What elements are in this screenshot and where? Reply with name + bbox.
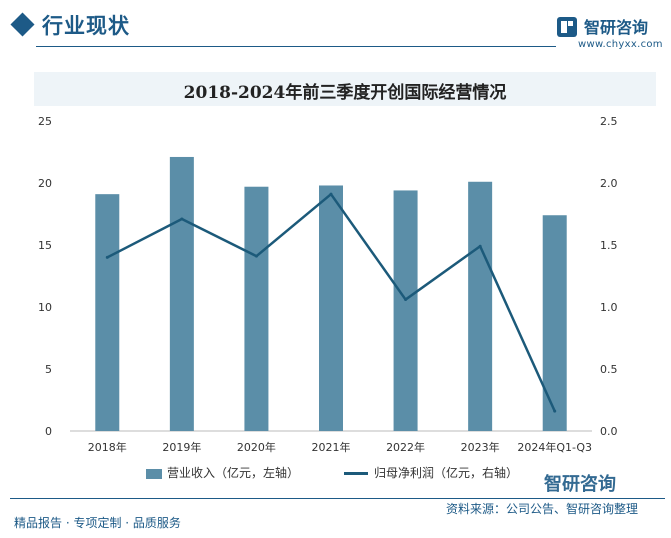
revenue-bar	[244, 186, 269, 431]
x-tick-label: 2021年	[312, 440, 351, 454]
x-tick-label: 2019年	[162, 440, 201, 454]
section-title: 行业现状	[42, 14, 130, 38]
y-right-tick-label: 2.5	[600, 115, 618, 128]
footer-tagline: 精品报告 · 专项定制 · 品质服务	[14, 516, 181, 530]
brand-name: 智研咨询	[584, 18, 649, 37]
revenue-bar	[393, 190, 418, 431]
brand-logo-icon	[557, 17, 577, 37]
revenue-bar	[319, 185, 343, 431]
y-right-tick-label: 1.5	[600, 239, 618, 252]
x-tick-label: 2023年	[461, 440, 500, 454]
net-profit-point	[105, 255, 109, 259]
legend-label-net-profit: 归母净利润（亿元，右轴）	[374, 466, 519, 480]
revenue-bar	[169, 156, 194, 431]
footer-source: 资料来源：公司公告、智研咨询整理	[446, 502, 639, 516]
revenue-bar	[468, 181, 493, 431]
brand-url: www.chyxx.com	[578, 39, 663, 50]
footer-brand: 智研咨询	[544, 474, 616, 495]
y-left-tick-label: 5	[45, 363, 52, 376]
net-profit-point	[254, 254, 258, 258]
header-divider	[36, 46, 556, 47]
y-right-tick-label: 0.0	[600, 425, 618, 438]
net-profit-point	[478, 244, 482, 248]
legend-swatch-bar	[146, 468, 162, 479]
revenue-bar	[542, 215, 567, 431]
y-right-tick-label: 2.0	[600, 177, 618, 190]
chart-title-band: 2018-2024年前三季度开创国际经营情况	[34, 72, 656, 106]
legend-item-net-profit: 归母净利润（亿元，右轴）	[344, 464, 518, 481]
legend-swatch-line	[344, 472, 368, 475]
x-tick-label: 2018年	[88, 440, 127, 454]
y-left-tick-label: 15	[38, 239, 52, 252]
legend-label-revenue: 营业收入（亿元，左轴）	[167, 466, 300, 480]
y-right-tick-label: 1.0	[600, 301, 618, 314]
chart-legend: 营业收入（亿元，左轴） 归母净利润（亿元，右轴）	[0, 464, 671, 484]
y-right-tick-label: 0.5	[600, 363, 618, 376]
net-profit-point	[553, 409, 557, 413]
net-profit-point	[404, 298, 408, 302]
net-profit-point	[329, 192, 333, 196]
y-left-tick-label: 0	[45, 425, 52, 438]
x-tick-label: 2022年	[386, 440, 425, 454]
legend-item-revenue: 营业收入（亿元，左轴）	[146, 464, 299, 481]
x-tick-label: 2020年	[237, 440, 276, 454]
x-tick-label: 2024年Q1-Q3	[517, 440, 592, 454]
header: 行业现状 智研咨询 www.chyxx.com	[0, 0, 671, 58]
y-left-tick-label: 20	[38, 177, 52, 190]
revenue-bar	[95, 194, 120, 431]
net-profit-point	[180, 217, 184, 221]
footer-divider	[10, 498, 665, 499]
y-left-tick-label: 25	[38, 115, 52, 128]
y-left-tick-label: 10	[38, 301, 52, 314]
chart-title: 2018-2024年前三季度开创国际经营情况	[183, 83, 507, 103]
